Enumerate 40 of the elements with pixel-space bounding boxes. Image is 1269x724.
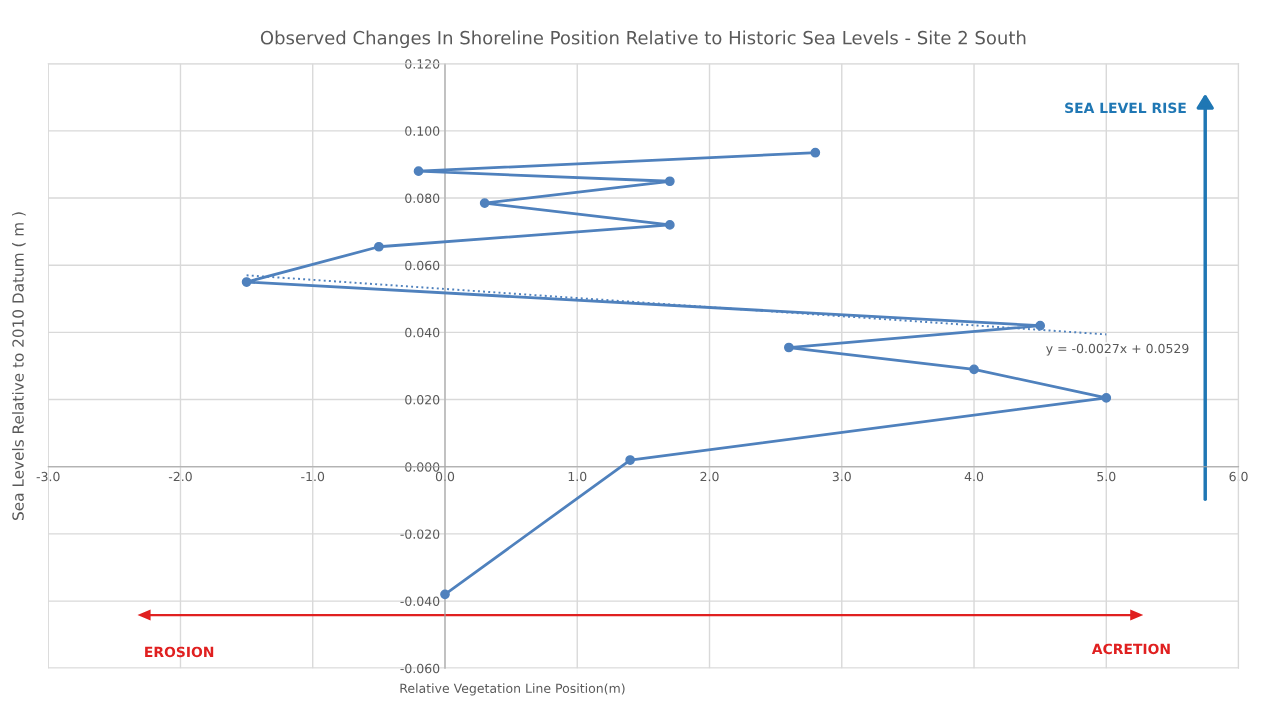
y-tick-label: -0.040	[400, 596, 440, 607]
point	[241, 277, 252, 287]
point	[1101, 393, 1112, 403]
x-tick-label: 6.0	[1229, 471, 1248, 482]
y-tick-label: 0.060	[405, 260, 440, 271]
point	[479, 198, 490, 208]
x-tick-label: 3.0	[832, 471, 851, 482]
point	[1035, 320, 1046, 331]
point	[413, 166, 424, 177]
annotation: ACRETION	[1091, 643, 1170, 655]
y-tick-label: 0.000	[405, 462, 440, 472]
annotation: EROSION	[145, 646, 214, 658]
y-tick-label: -0.060	[400, 663, 440, 674]
y-tick-label: 0.120	[405, 59, 440, 69]
chart-title: Observed Changes In Shoreline Position Relative to Historic Sea Levels - Site 2 South	[260, 30, 1026, 49]
point	[969, 364, 979, 375]
x-tick-label: 0.0	[435, 471, 455, 482]
y-tick-label: 0.080	[405, 193, 440, 203]
x-tick-label: 4.0	[964, 471, 984, 482]
x-tick-label: -1.0	[301, 471, 325, 482]
point	[664, 220, 675, 230]
y-tick-label: -0.020	[400, 529, 440, 539]
point	[784, 342, 794, 353]
point	[664, 176, 675, 187]
y-tick-label: 0.020	[405, 395, 440, 405]
annotation: y = -0.0027x + 0.0529	[1046, 343, 1189, 356]
x-tick-label: 1.0	[568, 471, 587, 482]
y-tick-label: 0.040	[405, 327, 440, 338]
x-tick-label: 2.0	[700, 471, 719, 482]
x-axis-title: Relative Vegetation Line Position(m)	[400, 683, 625, 696]
point	[625, 455, 636, 465]
x-tick-label: 5.0	[1097, 471, 1116, 482]
y-tick-label: 0.100	[405, 126, 440, 136]
x-tick-label: -3.0	[36, 471, 60, 482]
point	[440, 589, 450, 600]
y-axis-title: Sea Levels Relative to 2010 Datum ( m )	[12, 212, 26, 520]
x-tick-label: -2.0	[168, 471, 192, 482]
point	[810, 147, 821, 158]
point	[374, 241, 384, 252]
annotation: SEA LEVEL RISE	[1065, 102, 1186, 114]
